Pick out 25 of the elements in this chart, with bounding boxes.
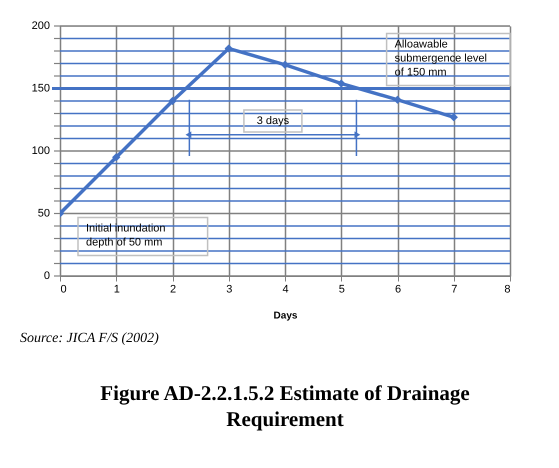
point [450,113,458,122]
y-tick-label: 100 [32,145,50,157]
y-tick-label: 200 [32,20,50,32]
x-tick-label: 2 [170,284,176,296]
source-note: Source: JICA F/S (2002) [20,331,160,346]
point [280,60,290,69]
x-tick-label: 1 [114,284,120,296]
y-tick-label: 50 [38,208,50,220]
point [112,153,120,162]
annotation: Alloawable submergence level of 150 mm [394,38,487,78]
x-tick-label: 4 [282,284,289,296]
annotation: 3 days [256,115,290,127]
x-tick-label: 0 [60,284,67,296]
point [168,96,177,106]
text: Figure AD-2.2.1.5.2 Estimate of Drainage Requirement [100,381,470,431]
x-tick-label: 5 [338,284,345,296]
x-tick-label: 6 [394,284,402,296]
x-tick-label: 3 [226,284,232,296]
x-tick-label: 7 [451,284,458,296]
y-tick-label: 150 [32,82,50,94]
point [337,79,346,88]
x-axis-title: Days [274,310,298,322]
x-tick-label: 8 [504,284,510,296]
point [224,44,233,53]
y-tick-label: 0 [44,270,50,282]
